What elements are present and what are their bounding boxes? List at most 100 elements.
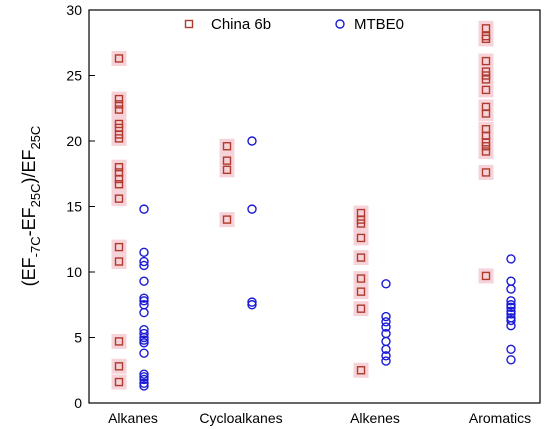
mtbe0-point [506,284,516,294]
point-halo [478,31,494,47]
mtbe0-point [506,344,516,354]
mtbe0-point [139,256,149,267]
china6b-point [114,105,124,114]
y-title-sub-2: 25C [28,184,43,208]
mtbe0-point [139,338,149,348]
china6b-point [481,85,491,95]
mtbe0-point [506,306,516,316]
mtbe0-point [139,296,149,306]
point-halo [111,374,127,390]
china6b-point [114,100,124,109]
china6b-point [114,362,124,371]
china6b-point [481,24,491,33]
china6b-point [114,94,124,104]
mtbe0-point [506,254,516,264]
point-halo [111,50,127,66]
legend: China 6b MTBE0 [184,16,404,33]
mtbe0-point [139,260,149,271]
mtbe0-point [506,276,516,286]
mtbe0-point [381,311,391,322]
y-title-mid: -EF [19,207,39,236]
point-halo [478,164,494,180]
mtbe0-point [139,276,149,286]
legend-label-china6b: China 6b [211,16,271,33]
y-title-close: )/EF [19,150,39,184]
point-halo [478,268,494,284]
mtbe0-point [139,381,149,391]
point-halo [353,284,369,300]
mtbe0-point [506,315,516,326]
mtbe0-point [139,374,149,385]
point-halo [111,333,127,349]
china6b-point [114,134,124,143]
mtbe0-point [247,204,257,214]
china6b-point [481,168,491,177]
mtbe0-point [381,279,391,289]
x-axis: Alkanes Cycloalkanes Alkenes Aromatics [108,410,531,426]
mtbe0-point [247,300,257,310]
legend-label-mtbe0: MTBE0 [354,16,404,33]
point-halo [353,362,369,378]
china6b-point [114,337,124,346]
mtbe0-point [139,335,149,345]
china6b-point [114,174,124,184]
y-tick-label: 0 [74,395,82,411]
china6b-point [222,165,232,175]
mtbe0-point [381,322,391,332]
y-title-lead: (EF [19,257,39,286]
china6b-point [356,219,366,228]
china6b-point [356,304,366,313]
china6b-point [356,233,366,243]
china6b-point [114,54,124,63]
mtbe0-point [506,300,516,310]
mtbe0-point [139,378,149,389]
china6b-point [481,147,491,156]
y-axis: 0 5 10 15 20 25 30 [66,2,95,411]
point-halo [219,212,235,228]
china6b-point [356,253,366,262]
y-tick-label: 5 [74,330,82,346]
china6b-point [114,257,124,266]
point-halo [478,82,494,98]
legend-square-marker [184,19,194,29]
y-tick-label: 10 [66,264,82,280]
mtbe0-point [139,293,149,303]
point-halo [111,176,127,192]
mtbe0-point [381,336,391,347]
mtbe0-point [381,344,391,354]
china6b-point [114,194,124,203]
point-halo [111,239,127,255]
mtbe0-point [139,332,149,343]
mtbe0-point [139,307,149,318]
mtbe0-point [247,297,257,307]
china6b-point [356,287,366,296]
china6b-point [481,34,491,44]
point-halo [353,271,369,287]
point-halo [478,105,494,121]
y-title-sub-3: 25C [28,126,43,150]
x-tick-label: Alkenes [350,410,400,426]
china6b-point [114,162,124,172]
point-halo [219,138,235,154]
mtbe0-point [139,372,149,382]
point-halo [111,254,127,270]
china6b-point [356,274,366,283]
china6b-point [222,142,232,151]
mtbe0-point [139,369,149,379]
y-title-sub-1: -7C [28,236,43,257]
china6b-point [114,180,124,189]
mtbe0-point [506,296,516,306]
x-tick-label: Alkanes [108,410,158,426]
point-halo [353,250,369,266]
mtbe0-point [506,355,516,365]
point-halo [111,358,127,374]
x-tick-label: Aromatics [469,410,531,426]
china6b-point [222,156,232,165]
point-halo [111,102,127,118]
china6b-point [481,75,491,84]
point-halo [353,301,369,317]
mtbe0-point [506,309,516,319]
x-tick-label: Cycloalkanes [199,410,282,426]
mtbe0-point [247,136,257,146]
